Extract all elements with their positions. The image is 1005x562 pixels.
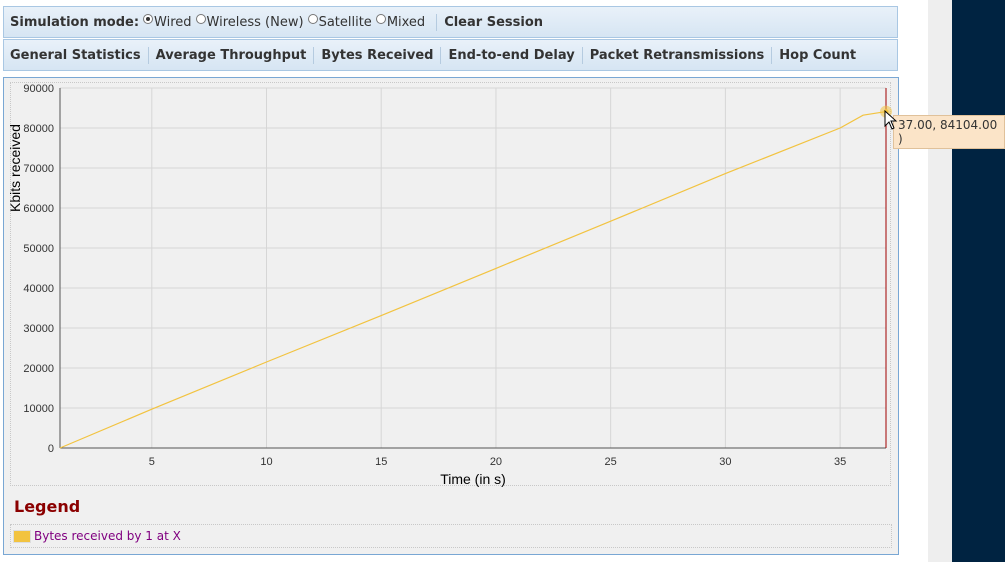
separator	[771, 46, 773, 64]
mode-option-mixed[interactable]: Mixed	[375, 14, 426, 30]
tab-bytes-received[interactable]: Bytes Received	[321, 47, 434, 63]
mode-option-label: Wireless (New)	[206, 14, 304, 30]
x-tick-label: 5	[149, 456, 155, 468]
separator	[581, 46, 583, 64]
radio-satellite[interactable]	[307, 14, 318, 24]
mode-option-label: Mixed	[386, 14, 426, 30]
radio-wireless[interactable]	[195, 14, 206, 24]
tab-average-throughput[interactable]: Average Throughput	[155, 47, 307, 63]
mode-label: Simulation mode:	[10, 14, 140, 30]
legend-swatch	[13, 529, 31, 543]
tab-bar: General Statistics Average Throughput By…	[3, 39, 898, 71]
separator	[313, 46, 315, 64]
plot-box	[10, 82, 891, 486]
separator	[440, 46, 442, 64]
y-tick-label: 0	[48, 443, 54, 455]
y-tick-label: 10000	[23, 403, 54, 415]
tab-general-statistics[interactable]: General Statistics	[10, 47, 141, 63]
x-tick-label: 30	[719, 456, 731, 468]
mode-option-label: Satellite	[318, 14, 372, 30]
mode-bar: Simulation mode: Wired Wireless (New) Sa…	[3, 6, 898, 38]
radio-wired[interactable]	[143, 14, 154, 24]
legend-item-label: Bytes received by 1 at X	[34, 529, 181, 543]
x-tick-label: 15	[375, 456, 387, 468]
x-tick-label: 20	[490, 456, 502, 468]
y-tick-label: 80000	[23, 123, 54, 135]
mouse-cursor-icon	[884, 110, 898, 130]
plot-area	[60, 88, 886, 448]
right-dark-panel	[952, 0, 1005, 562]
legend-box: Bytes received by 1 at X	[10, 524, 892, 548]
y-tick-label: 40000	[23, 283, 54, 295]
y-axis-label: Kbits received	[7, 124, 23, 212]
mode-option-satellite[interactable]: Satellite	[307, 14, 372, 30]
y-tick-label: 20000	[23, 363, 54, 375]
tab-packet-retransmissions[interactable]: Packet Retransmissions	[589, 47, 765, 63]
x-tick-label: 35	[834, 456, 846, 468]
x-tick-label: 25	[605, 456, 617, 468]
separator	[436, 13, 438, 31]
radio-mixed[interactable]	[375, 14, 386, 24]
series-line	[59, 110, 887, 449]
mode-option-label: Wired	[154, 14, 192, 30]
mode-option-wireless[interactable]: Wireless (New)	[195, 14, 304, 30]
mode-option-wired[interactable]: Wired	[143, 14, 192, 30]
y-tick-label: 90000	[23, 83, 54, 95]
right-gutter	[928, 0, 952, 562]
legend-title: Legend	[14, 497, 81, 516]
y-tick-label: 70000	[23, 163, 54, 175]
x-axis-label: Time (in s)	[440, 471, 506, 487]
x-tick-label: 10	[260, 456, 272, 468]
tab-end-to-end-delay[interactable]: End-to-end Delay	[448, 47, 575, 63]
data-tooltip: 37.00, 84104.00 )	[893, 115, 1005, 149]
y-tick-label: 60000	[23, 203, 54, 215]
clear-session-button[interactable]: Clear Session	[444, 14, 544, 30]
separator	[147, 46, 149, 64]
tab-hop-count[interactable]: Hop Count	[779, 47, 857, 63]
y-tick-label: 50000	[23, 243, 54, 255]
y-tick-label: 30000	[23, 323, 54, 335]
